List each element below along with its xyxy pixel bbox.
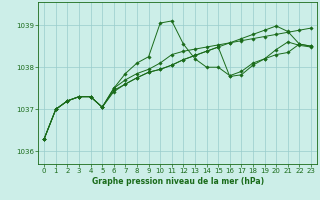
X-axis label: Graphe pression niveau de la mer (hPa): Graphe pression niveau de la mer (hPa)	[92, 177, 264, 186]
